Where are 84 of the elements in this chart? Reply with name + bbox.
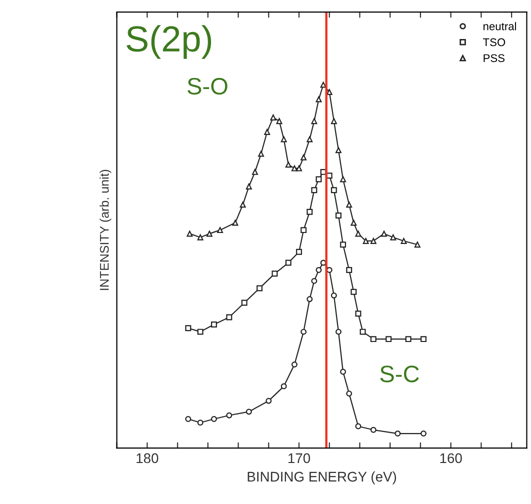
point	[336, 212, 342, 219]
x-axis-title: BINDING ENERGY (eV)	[248, 471, 396, 484]
point	[285, 260, 292, 266]
point	[300, 154, 307, 160]
point	[211, 322, 217, 328]
point	[405, 336, 412, 342]
point	[346, 202, 352, 208]
y-axis-title: INTENSITY (arb. unit)	[100, 170, 112, 290]
point	[355, 423, 362, 430]
point	[256, 285, 263, 292]
point	[346, 267, 352, 274]
point	[340, 176, 346, 182]
point	[266, 398, 272, 404]
chart-title: S(2p)	[126, 25, 212, 59]
point	[370, 336, 376, 342]
point	[340, 242, 346, 248]
point	[311, 187, 318, 194]
point	[386, 336, 392, 342]
point	[240, 202, 246, 208]
point	[316, 176, 322, 182]
point	[330, 118, 337, 124]
point	[394, 430, 401, 437]
point	[296, 248, 302, 255]
point	[400, 238, 407, 244]
point	[336, 147, 342, 154]
point	[285, 162, 292, 168]
point	[258, 150, 264, 157]
point	[185, 416, 192, 422]
point	[296, 165, 302, 172]
point	[316, 267, 322, 274]
point	[291, 362, 298, 368]
point	[311, 118, 318, 124]
point	[211, 416, 217, 422]
point	[197, 420, 204, 426]
point	[370, 426, 376, 433]
point	[370, 238, 376, 244]
point	[232, 220, 238, 226]
annotation: S-O	[188, 78, 228, 95]
point	[355, 230, 362, 237]
point	[300, 328, 307, 335]
point	[306, 296, 313, 302]
x-tick-label: 180	[136, 453, 158, 464]
point	[355, 310, 362, 317]
point	[246, 408, 252, 415]
point	[306, 208, 313, 215]
point	[381, 230, 388, 237]
point	[246, 183, 252, 190]
point	[291, 165, 298, 172]
point	[197, 234, 204, 240]
point	[276, 118, 282, 124]
point	[362, 238, 369, 244]
point	[350, 220, 357, 226]
point	[420, 430, 426, 437]
point	[360, 328, 366, 335]
point	[197, 328, 204, 335]
legend-label: neutral	[484, 22, 516, 30]
point	[280, 136, 287, 142]
point	[306, 136, 313, 142]
x-tick-label: 170	[288, 453, 310, 464]
legend-label: PSS	[484, 54, 505, 62]
point	[340, 368, 346, 375]
point	[350, 288, 357, 295]
point	[390, 234, 396, 240]
annotation: S-C	[380, 366, 419, 382]
point	[300, 227, 307, 234]
point	[330, 292, 337, 298]
point	[226, 314, 232, 320]
point	[336, 328, 342, 335]
point	[241, 300, 248, 306]
point	[185, 325, 192, 332]
point	[270, 114, 276, 120]
point	[330, 187, 337, 194]
point	[252, 168, 258, 175]
point	[420, 336, 426, 342]
point	[346, 390, 352, 397]
point	[206, 230, 212, 237]
point	[316, 96, 322, 102]
point	[280, 383, 287, 390]
point	[272, 270, 278, 277]
point	[311, 278, 318, 284]
point	[186, 230, 193, 237]
legend-label: TSO	[483, 38, 506, 46]
point	[226, 412, 232, 418]
x-tick-label: 160	[440, 453, 462, 464]
